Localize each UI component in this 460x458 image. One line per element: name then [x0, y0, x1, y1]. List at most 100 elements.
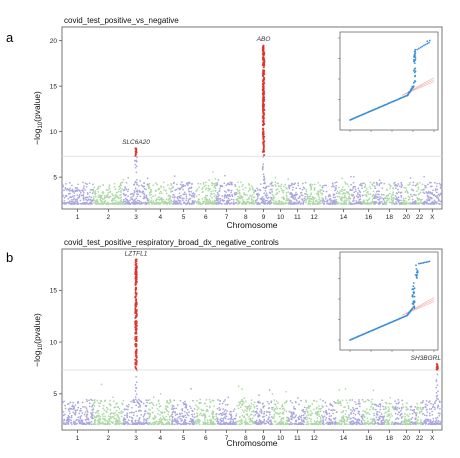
snp-point [250, 405, 252, 408]
snp-point [131, 198, 134, 201]
snp-point [218, 187, 221, 190]
snp-point [288, 417, 290, 420]
snp-point [400, 186, 403, 189]
snp-point [311, 196, 314, 198]
x-tick-label: 5 [182, 214, 186, 221]
snp-point [436, 394, 439, 397]
snp-point [426, 418, 429, 421]
snp-point [117, 201, 120, 203]
snp-point [281, 403, 284, 406]
snp-point [71, 404, 74, 407]
snp-point [319, 192, 322, 194]
snp-point [357, 410, 360, 413]
snp-point [160, 192, 163, 195]
snp-point [409, 181, 411, 184]
snp-point [328, 422, 331, 424]
snp-point [272, 184, 275, 187]
snp-point [92, 411, 94, 414]
snp-point [188, 420, 191, 423]
snp-point [255, 422, 258, 425]
snp-point [378, 183, 381, 185]
snp-point [310, 410, 312, 412]
snp-point [352, 197, 355, 200]
panel-a-y-axis-prefix: −log [32, 128, 42, 145]
snp-point [248, 407, 251, 410]
snp-point [322, 198, 325, 200]
snp-point [172, 182, 175, 185]
snp-point [135, 393, 138, 396]
snp-point [181, 407, 184, 410]
snp-point [362, 410, 364, 412]
snp-point [237, 407, 240, 410]
snp-point [207, 200, 210, 202]
snp-point [213, 203, 216, 205]
snp-point [385, 402, 388, 405]
snp-point [277, 203, 279, 205]
snp-point [240, 419, 243, 422]
snp-point [317, 191, 320, 194]
snp-point [223, 182, 226, 185]
snp-point [93, 195, 95, 198]
snp-point [144, 418, 147, 421]
snp-point [162, 181, 165, 184]
significant-point [134, 261, 137, 264]
snp-point [120, 410, 123, 412]
snp-point [321, 201, 324, 204]
snp-point [296, 423, 299, 426]
significant-point [263, 92, 265, 95]
significant-point [262, 102, 265, 105]
snp-point [252, 415, 255, 417]
significant-point [134, 284, 137, 286]
snp-point [279, 185, 282, 188]
snp-point [399, 185, 401, 188]
snp-point [311, 403, 314, 405]
snp-point [256, 401, 259, 403]
snp-point [228, 413, 231, 415]
x-tick-label: 12 [311, 214, 319, 221]
snp-point [369, 193, 372, 195]
snp-point [99, 198, 102, 201]
snp-point [71, 184, 73, 187]
panel-b-title: covid_test_positive_respiratory_broad_dx… [64, 238, 279, 247]
snp-point [240, 421, 242, 423]
snp-point [115, 423, 118, 426]
snp-point [359, 184, 361, 186]
snp-point [362, 203, 364, 205]
snp-point [184, 400, 186, 403]
snp-point [221, 195, 224, 197]
x-tick-label: 1 [76, 214, 80, 221]
snp-point [248, 203, 251, 205]
snp-point [61, 203, 64, 205]
snp-point [127, 405, 129, 408]
snp-point [358, 421, 360, 423]
snp-point [249, 188, 251, 191]
snp-point [434, 423, 436, 425]
snp-point [230, 416, 233, 419]
snp-point [99, 420, 101, 423]
snp-point [316, 410, 319, 413]
snp-point [147, 399, 149, 402]
snp-point [213, 184, 216, 187]
snp-point [294, 194, 297, 197]
snp-point [136, 193, 138, 195]
snp-point [148, 416, 151, 419]
snp-point [171, 411, 174, 414]
snp-point [204, 415, 207, 418]
snp-point [186, 408, 189, 411]
qq-null-line [401, 81, 435, 96]
snp-point [399, 409, 402, 412]
snp-point [222, 417, 225, 420]
snp-point [97, 191, 100, 193]
snp-point [174, 202, 176, 205]
snp-point [207, 187, 210, 190]
snp-point [380, 421, 383, 423]
snp-point [385, 202, 388, 204]
qq-point [426, 40, 429, 43]
snp-point [289, 193, 292, 196]
snp-point [219, 200, 222, 203]
snp-point [319, 416, 322, 419]
significant-point [262, 100, 265, 103]
snp-point [421, 401, 424, 404]
snp-point [250, 419, 253, 422]
snp-point [202, 409, 205, 412]
